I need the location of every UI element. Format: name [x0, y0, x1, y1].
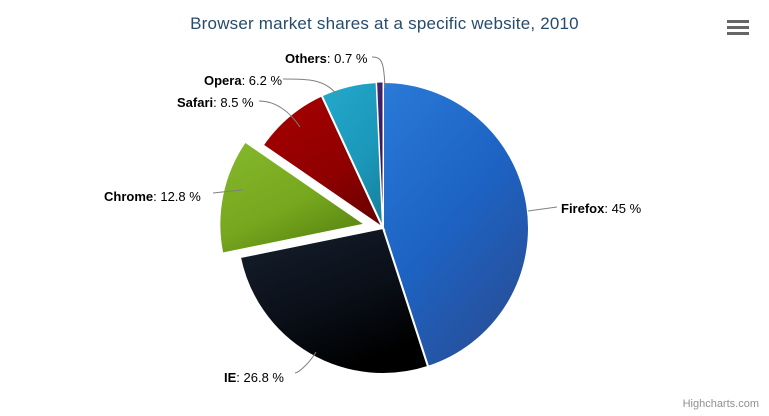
data-label-others-name: Others — [285, 51, 327, 66]
highcharts-credits-link[interactable]: Highcharts.com — [682, 398, 759, 410]
connector-firefox — [527, 206, 558, 212]
chart-title: Browser market shares at a specific webs… — [190, 14, 579, 33]
data-label-connectors — [212, 56, 558, 374]
data-label-safari-name: Safari — [177, 95, 214, 110]
data-label-firefox-value: : 45 % — [604, 201, 642, 216]
pie-slice-ie[interactable] — [238, 226, 430, 375]
data-label-chrome-name: Chrome — [104, 189, 154, 204]
hamburger-bar-bottom — [727, 32, 749, 35]
data-label-opera-value: : 6.2 % — [241, 73, 283, 88]
data-label-others: Others: 0.7 % — [285, 51, 367, 66]
connector-ie — [294, 351, 317, 374]
data-label-others-value: : 0.7 % — [326, 51, 368, 66]
data-label-ie-name: IE — [224, 370, 237, 385]
connector-chrome — [212, 189, 244, 194]
hamburger-bar-middle — [727, 26, 749, 29]
connector-opera — [282, 78, 339, 97]
data-label-safari: Safari: 8.5 % — [177, 95, 254, 110]
data-label-chrome-value: : 12.8 % — [153, 189, 201, 204]
pie-slice-firefox[interactable] — [382, 80, 530, 369]
pie-slice-others[interactable] — [376, 81, 384, 229]
pie-slice-group — [218, 80, 530, 375]
data-label-safari-value: : 8.5 % — [213, 95, 254, 110]
data-label-firefox-name: Firefox — [561, 201, 605, 216]
pie-slice-chrome[interactable] — [218, 140, 368, 255]
connector-safari — [258, 100, 301, 128]
hamburger-menu-icon[interactable] — [725, 17, 751, 39]
data-label-opera-name: Opera — [204, 73, 242, 88]
data-label-ie: IE: 26.8 % — [224, 370, 284, 385]
data-label-firefox: Firefox: 45 % — [561, 201, 641, 216]
data-label-chrome: Chrome: 12.8 % — [104, 189, 201, 204]
hamburger-bar-top — [727, 20, 749, 23]
connector-others — [371, 56, 386, 89]
data-label-ie-value: : 26.8 % — [236, 370, 284, 385]
data-label-opera: Opera: 6.2 % — [204, 73, 282, 88]
